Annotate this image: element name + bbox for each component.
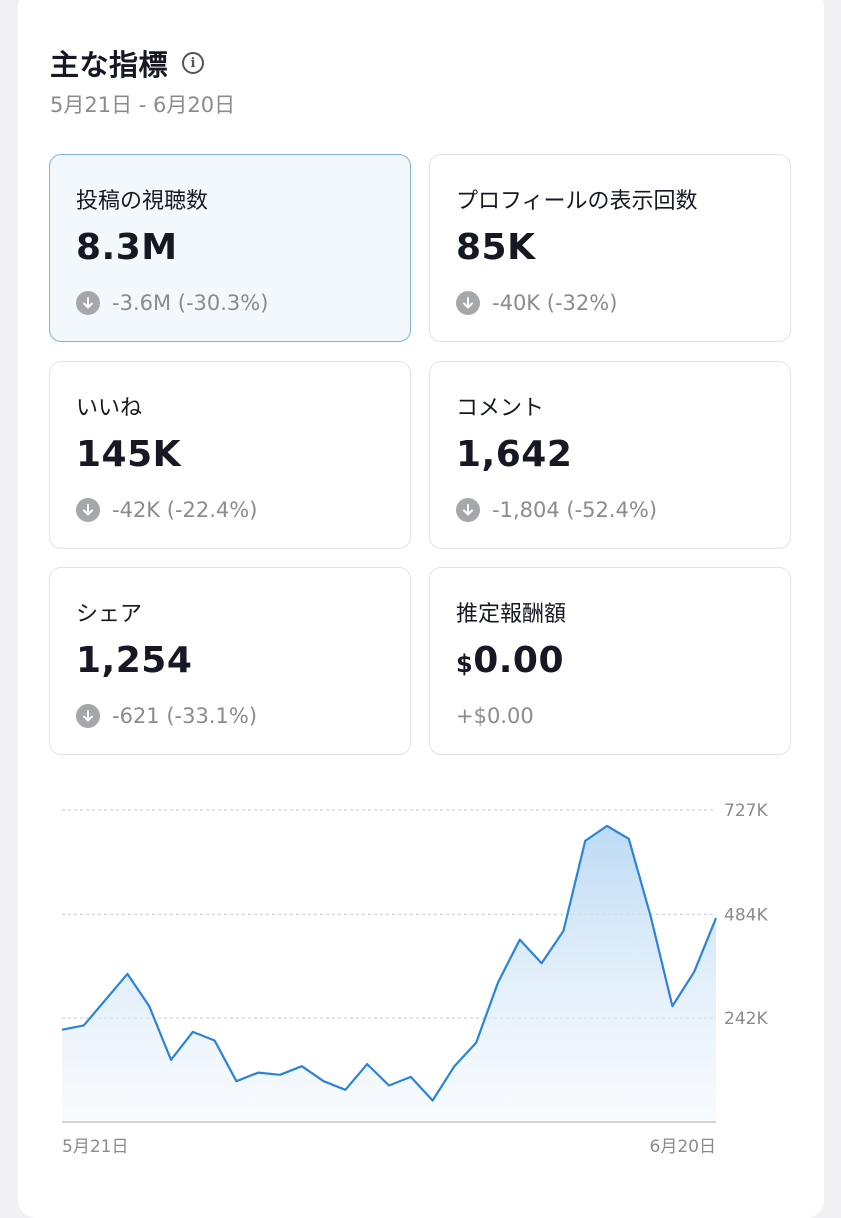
metric-value: 1,642 [456, 434, 573, 475]
metric-value: $0.00 [456, 640, 564, 681]
metric-card-comments[interactable]: コメント 1,642 -1,804 (-52.4%) [429, 361, 791, 549]
views-line [61, 824, 718, 1102]
x-tick-label: 5月21日 [62, 1137, 128, 1157]
metric-change-text: -621 (-33.1%) [112, 704, 258, 728]
currency-symbol: $ [456, 650, 474, 678]
metric-change: -1,804 (-52.4%) [456, 498, 657, 522]
arrow-down-icon [76, 498, 100, 522]
metric-label: 推定報酬額 [456, 602, 567, 627]
metric-change: -42K (-22.4%) [76, 498, 257, 522]
y-tick-label: 727K [724, 801, 768, 821]
arrow-down-icon [76, 291, 100, 315]
metric-change-text: -3.6M (-30.3%) [112, 291, 269, 315]
metric-card-post-views[interactable]: 投稿の視聴数 8.3M -3.6M (-30.3%) [49, 154, 411, 342]
metric-value: 145K [76, 434, 182, 475]
metric-card-profile-views[interactable]: プロフィールの表示回数 85K -40K (-32%) [429, 154, 791, 342]
metric-label: シェア [76, 602, 143, 627]
metric-change-text: -1,804 (-52.4%) [492, 498, 658, 522]
section-header: 主な指標 i [50, 42, 205, 84]
info-icon[interactable]: i [182, 52, 205, 74]
views-trend-chart: 727K 484K 242K 5月21日 6月20日 [61, 801, 768, 1157]
metric-card-shares[interactable]: シェア 1,254 -621 (-33.1%) [49, 567, 411, 755]
metric-label: 投稿の視聴数 [76, 189, 209, 214]
metric-change: -40K (-32%) [456, 291, 617, 315]
metric-label: いいね [76, 396, 143, 421]
metric-change-text: -40K (-32%) [492, 291, 618, 315]
metric-label: プロフィールの表示回数 [456, 189, 698, 214]
y-tick-label: 484K [724, 905, 768, 925]
metric-card-likes[interactable]: いいね 145K -42K (-22.4%) [49, 361, 411, 549]
metric-value-number: 0.00 [473, 640, 565, 681]
metric-value: 1,254 [76, 640, 193, 681]
views-area [62, 825, 716, 1122]
arrow-down-icon [76, 704, 100, 728]
metric-card-estimated-rewards[interactable]: 推定報酬額 $0.00 +$0.00 [429, 567, 791, 755]
metric-change: -3.6M (-30.3%) [76, 291, 268, 315]
metric-value: 8.3M [76, 227, 178, 268]
date-range: 5月21日 - 6月20日 [50, 93, 236, 117]
metric-label: コメント [456, 396, 545, 421]
y-tick-label: 242K [724, 1009, 768, 1029]
metric-value: 85K [456, 227, 536, 268]
arrow-down-icon [456, 498, 480, 522]
metric-change-text: -42K (-22.4%) [112, 498, 258, 522]
section-title: 主な指標 [50, 48, 169, 82]
metric-change-text: +$0.00 [456, 704, 534, 728]
arrow-down-icon [456, 291, 480, 315]
x-tick-label: 6月20日 [650, 1137, 716, 1157]
metric-change: -621 (-33.1%) [76, 704, 257, 728]
